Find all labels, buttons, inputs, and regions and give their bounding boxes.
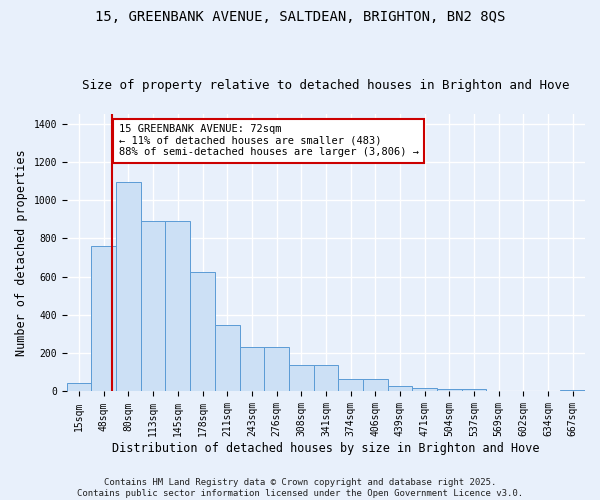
Bar — [536, 390, 560, 392]
X-axis label: Distribution of detached houses by size in Brighton and Hove: Distribution of detached houses by size … — [112, 442, 539, 455]
Bar — [215, 326, 239, 392]
Text: Contains HM Land Registry data © Crown copyright and database right 2025.
Contai: Contains HM Land Registry data © Crown c… — [77, 478, 523, 498]
Bar — [314, 364, 338, 392]
Bar — [363, 379, 388, 392]
Bar — [239, 348, 264, 392]
Bar — [166, 221, 190, 392]
Bar — [190, 272, 215, 392]
Bar — [141, 221, 166, 392]
Bar — [338, 379, 363, 392]
Bar — [461, 389, 486, 392]
Bar — [264, 348, 289, 392]
Bar — [486, 390, 511, 392]
Bar — [437, 388, 461, 392]
Y-axis label: Number of detached properties: Number of detached properties — [15, 150, 28, 356]
Bar — [511, 390, 536, 392]
Text: 15, GREENBANK AVENUE, SALTDEAN, BRIGHTON, BN2 8QS: 15, GREENBANK AVENUE, SALTDEAN, BRIGHTON… — [95, 10, 505, 24]
Text: 15 GREENBANK AVENUE: 72sqm
← 11% of detached houses are smaller (483)
88% of sem: 15 GREENBANK AVENUE: 72sqm ← 11% of deta… — [119, 124, 419, 158]
Bar — [91, 246, 116, 392]
Title: Size of property relative to detached houses in Brighton and Hove: Size of property relative to detached ho… — [82, 79, 569, 92]
Bar — [388, 386, 412, 392]
Bar — [289, 364, 314, 392]
Bar — [560, 390, 585, 392]
Bar — [67, 383, 91, 392]
Bar — [116, 182, 141, 392]
Bar — [412, 388, 437, 392]
